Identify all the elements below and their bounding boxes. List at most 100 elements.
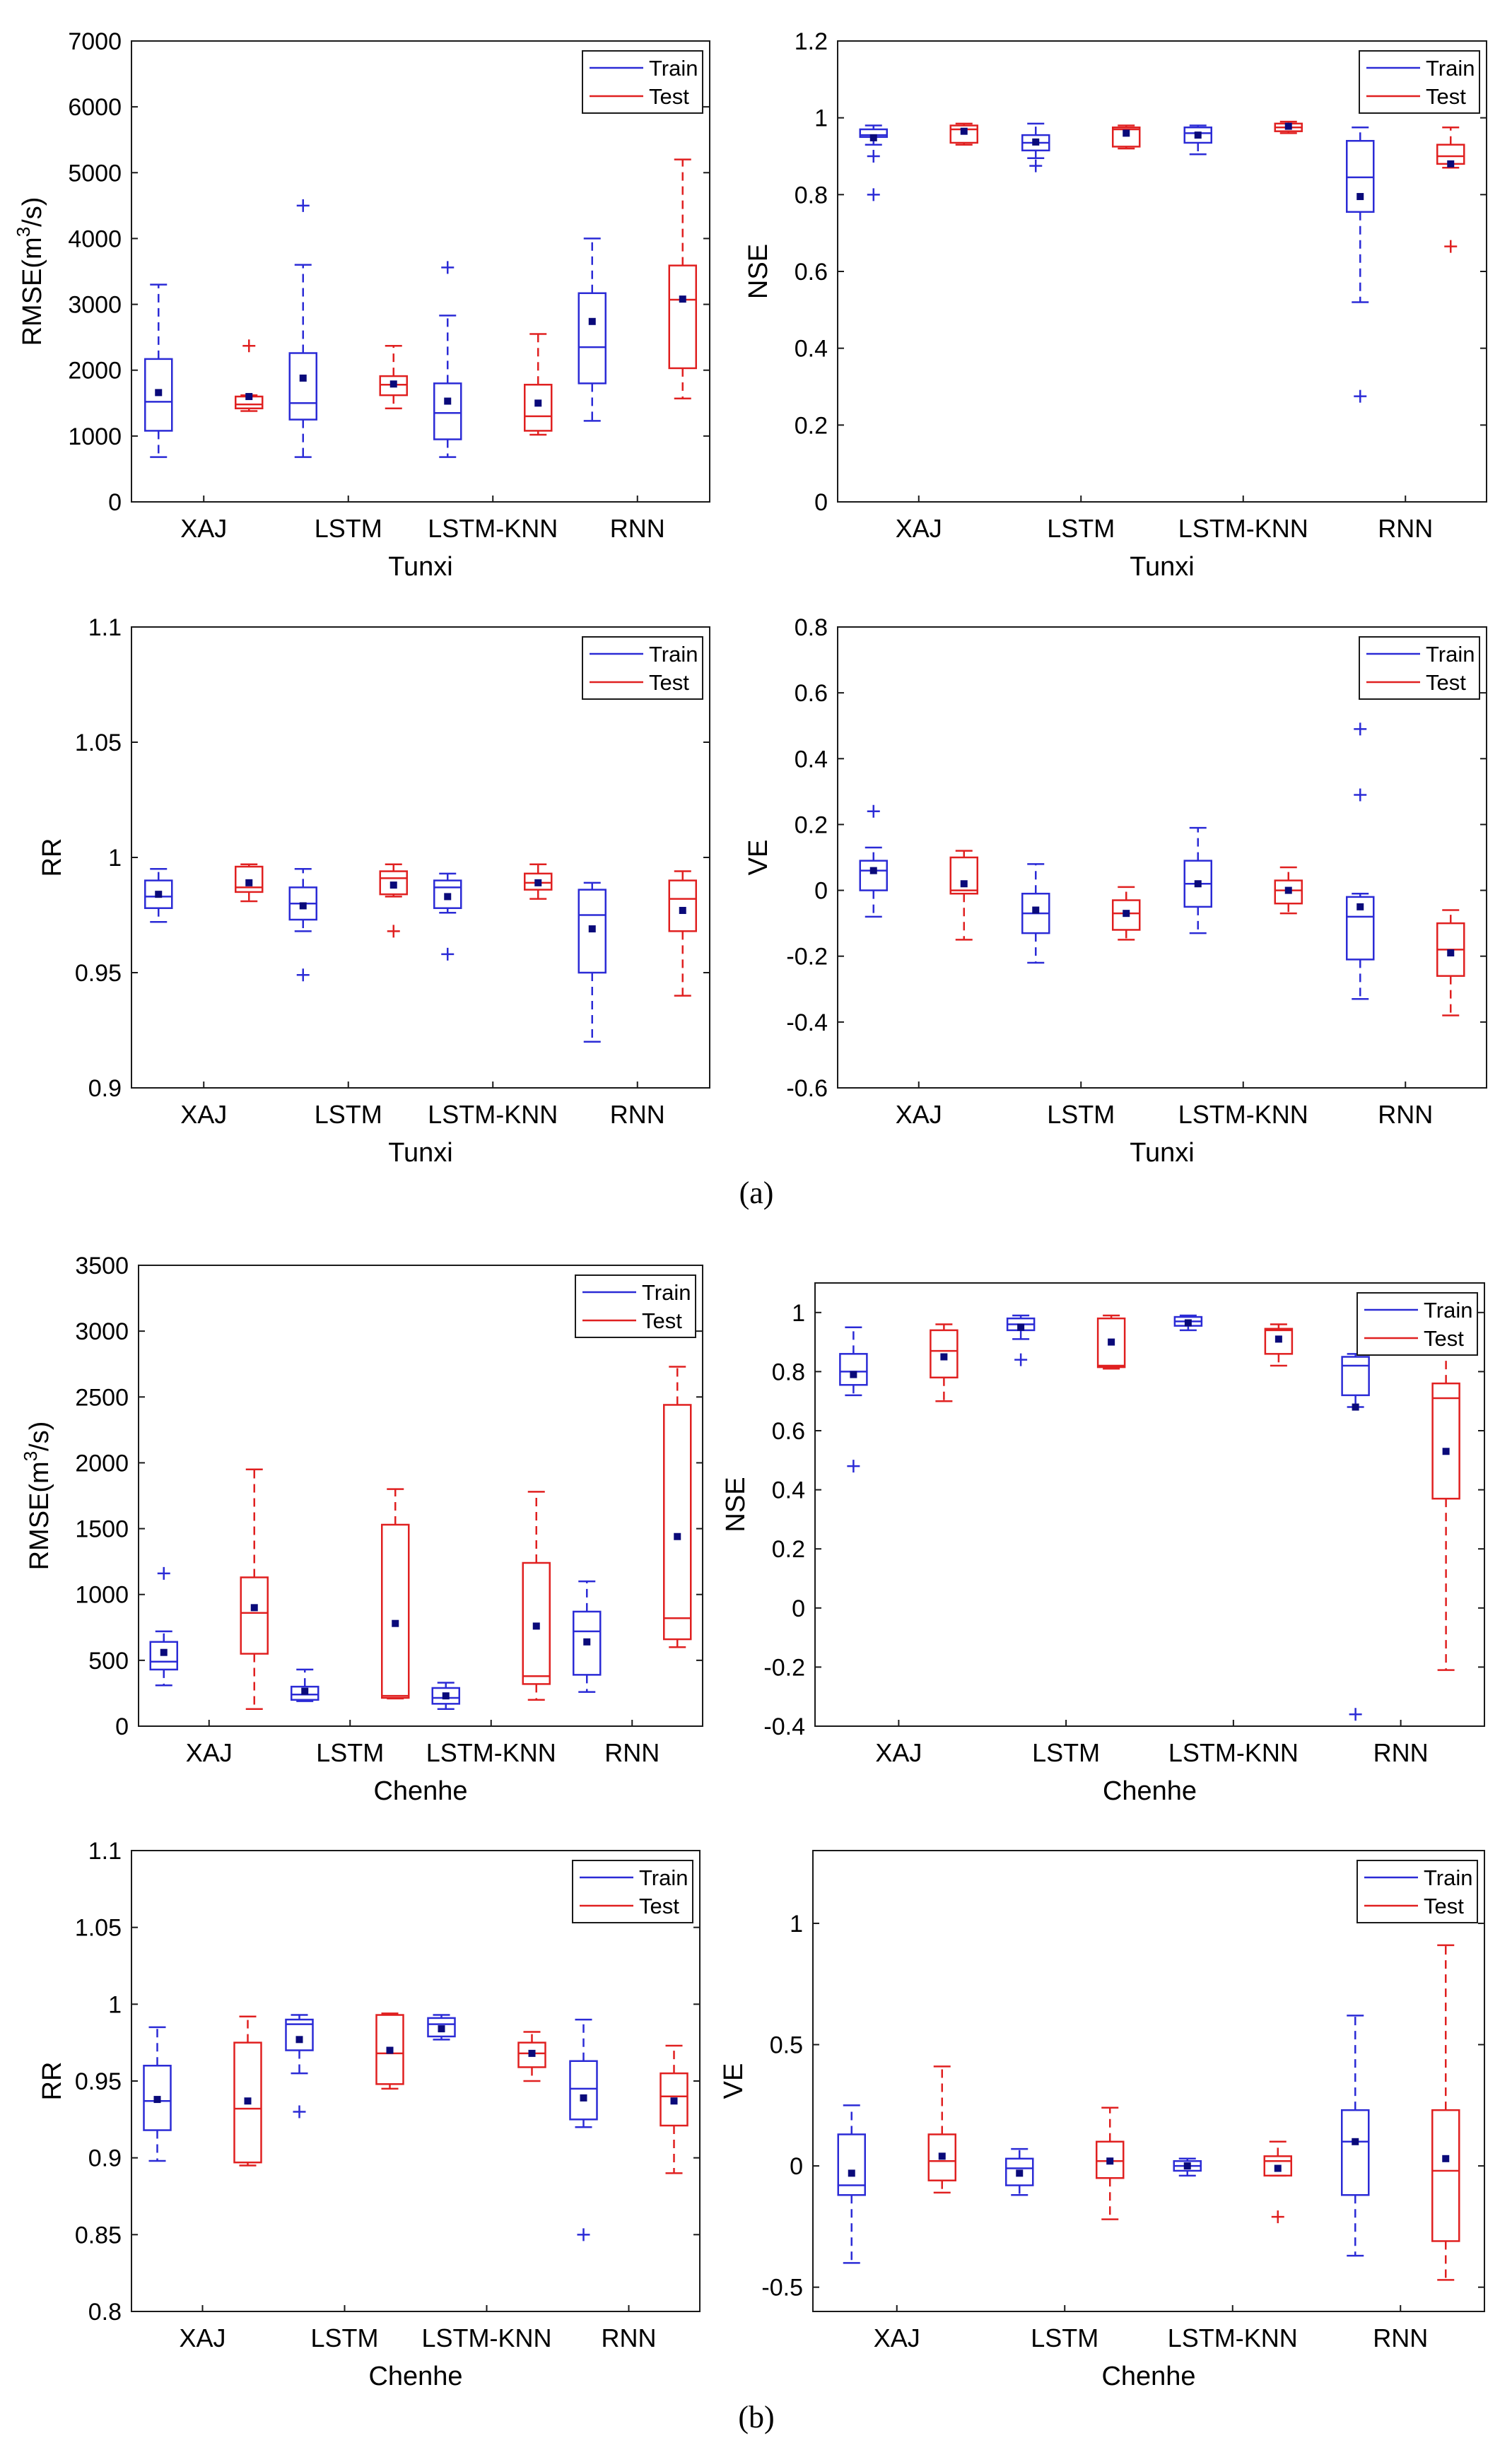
y-tick-label: 2000	[68, 358, 122, 385]
y-tick-label: 1000	[68, 423, 122, 450]
x-tick-label: LSTM	[315, 1100, 382, 1129]
legend-box	[1359, 50, 1480, 114]
x-tick-label: XAJ	[180, 1100, 227, 1129]
iqr-box	[235, 865, 264, 893]
x-tick-label: RNN	[604, 1738, 660, 1767]
test-box-LSTM	[379, 345, 408, 409]
iqr-box	[1112, 127, 1141, 148]
train-box-XAJ	[144, 283, 173, 458]
y-tick-label: 0.4	[795, 336, 828, 363]
y-tick-label: 1	[108, 845, 122, 872]
legend-train-label: Train	[1426, 56, 1475, 81]
legend-box	[1356, 1292, 1478, 1356]
mean-marker	[674, 1532, 681, 1540]
legend: Train Test	[1356, 1860, 1478, 1923]
mean-marker	[588, 925, 596, 933]
mean-marker	[1274, 2164, 1282, 2172]
chart-tunxi_ve: -0.6 -0.4 -0.2 0 0.2 0.4 0.6 0.8 XAJ LSTM LSTM-KNN…	[744, 614, 1487, 1168]
mean-marker	[250, 1604, 258, 1612]
x-tick-label: XAJ	[896, 1100, 942, 1129]
iqr-box	[1096, 2140, 1125, 2179]
y-tick-label: 0.2	[772, 1536, 805, 1563]
axes-frame	[814, 1282, 1485, 1727]
train-box-LSTM	[288, 868, 317, 982]
mean-marker	[1284, 122, 1292, 130]
axes-frame	[812, 1850, 1485, 2312]
iqr-box	[381, 1523, 410, 1699]
legend: Train Test	[575, 1274, 696, 1338]
y-tick-label: -0.6	[786, 1075, 828, 1102]
y-tick-label: 1.1	[88, 1838, 122, 1865]
mean-marker	[444, 893, 452, 901]
test-box-XAJ	[235, 339, 264, 412]
iqr-box	[1274, 879, 1303, 905]
mean-marker	[1017, 1323, 1025, 1331]
y-axis-label: NSE	[744, 244, 773, 299]
outlier-marker	[1271, 2210, 1284, 2224]
mean-marker	[1016, 2169, 1024, 2177]
x-tick-label: RNN	[610, 514, 665, 543]
iqr-box	[240, 1576, 269, 1655]
x-tick-label: XAJ	[180, 514, 227, 543]
outlier-marker	[577, 2228, 590, 2241]
train-box-RNN	[1346, 127, 1375, 403]
legend-box	[582, 636, 703, 700]
legend-test-label: Test	[1426, 670, 1466, 695]
test-box-LSTM-KNN	[524, 333, 553, 436]
y-axis-label: VE	[744, 840, 773, 876]
y-tick-label: 0	[814, 878, 828, 905]
chart-chenhe_rr: 0.8 0.85 0.9 0.95 1 1.05 1.1 XAJ LSTM LSTM-KNN RNN…	[37, 1838, 701, 2391]
chart-tunxi_rr: 0.9 0.95 1 1.05 1.1 XAJ LSTM LSTM-KNN RNN Tunxi RR…	[37, 614, 710, 1168]
outlier-marker	[441, 947, 455, 961]
y-tick-label: 1	[792, 1300, 805, 1327]
iqr-box	[285, 2018, 314, 2051]
iqr-box	[1341, 2109, 1370, 2196]
x-tick-label: LSTM-KNN	[421, 2323, 551, 2352]
mean-marker	[940, 1353, 948, 1361]
y-tick-label: 3500	[75, 1253, 129, 1279]
test-box-LSTM	[1112, 124, 1141, 150]
outlier-marker	[242, 339, 256, 353]
mean-marker	[580, 2094, 587, 2102]
iqr-box	[1346, 896, 1375, 961]
mean-marker	[1123, 129, 1130, 137]
x-tick-label: RNN	[1378, 514, 1433, 543]
test-box-XAJ	[235, 863, 264, 903]
mean-marker	[299, 374, 307, 382]
mean-marker	[850, 1371, 857, 1378]
y-tick-label: 0.8	[795, 614, 828, 641]
mean-marker	[245, 392, 253, 400]
axes-frame	[131, 40, 710, 503]
legend: Train Test	[582, 636, 703, 700]
y-tick-label: 0.2	[795, 412, 828, 439]
train-box-LSTM-KNN	[1183, 826, 1212, 934]
chart-tunxi_nse: 0 0.2 0.4 0.6 0.8 1 1.2 XAJ LSTM LSTM-KNN RNN Tunxi…	[744, 28, 1487, 582]
mean-marker	[1352, 1403, 1359, 1411]
x-axis-label: Tunxi	[1130, 1138, 1195, 1168]
y-tick-label: 0	[790, 2153, 803, 2180]
legend-train-label: Train	[642, 1280, 691, 1305]
outlier-marker	[867, 150, 880, 163]
mean-marker	[532, 1622, 540, 1630]
test-box-XAJ	[949, 122, 978, 146]
outlier-marker	[441, 261, 455, 274]
train-box-XAJ	[859, 124, 888, 201]
iqr-box	[1346, 140, 1375, 213]
train-box-RNN	[569, 2018, 598, 2241]
mean-marker	[960, 880, 968, 888]
iqr-box	[949, 124, 978, 144]
iqr-box	[433, 382, 462, 440]
y-tick-label: 0	[814, 489, 828, 516]
mean-marker	[438, 2025, 445, 2033]
train-box-RNN	[1341, 1353, 1370, 1721]
outlier-marker	[867, 188, 880, 201]
iqr-box	[375, 2014, 404, 2085]
y-tick-label: 0.2	[795, 811, 828, 838]
legend-train-label: Train	[639, 1865, 688, 1890]
test-box-LSTM-KNN	[1264, 1323, 1294, 1367]
legend-train-label: Train	[1426, 642, 1475, 667]
iqr-box	[433, 879, 462, 909]
y-tick-label: 0.4	[772, 1477, 805, 1504]
mean-marker	[960, 127, 968, 135]
mean-marker	[389, 881, 397, 889]
